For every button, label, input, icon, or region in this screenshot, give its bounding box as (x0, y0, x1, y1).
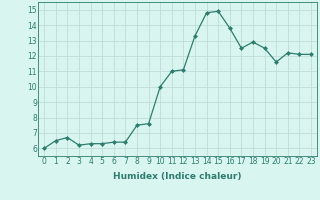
X-axis label: Humidex (Indice chaleur): Humidex (Indice chaleur) (113, 172, 242, 181)
